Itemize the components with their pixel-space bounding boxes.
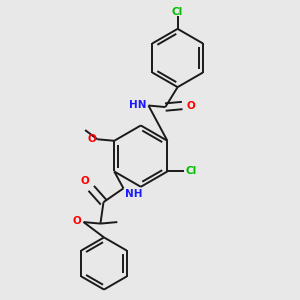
Text: Cl: Cl [172,7,183,16]
Text: O: O [80,176,89,186]
Text: HN: HN [129,100,147,110]
Text: O: O [87,134,96,144]
Text: O: O [72,217,81,226]
Text: NH: NH [125,189,142,199]
Text: O: O [186,100,195,110]
Text: Cl: Cl [186,167,197,176]
